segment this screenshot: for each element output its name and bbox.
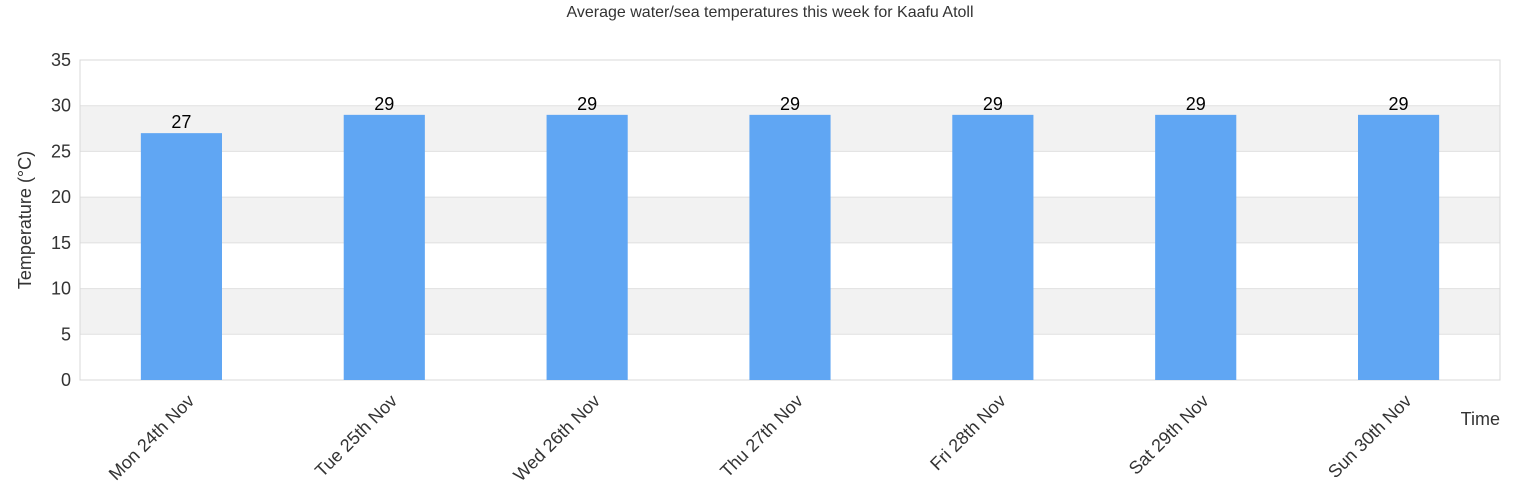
y-tick-label: 25 — [51, 141, 71, 161]
chart-title: Average water/sea temperatures this week… — [566, 4, 973, 21]
x-tick-label: Thu 27th Nov — [716, 391, 807, 482]
bar — [1155, 114, 1237, 380]
y-axis-label: Temperature (°C) — [15, 151, 35, 289]
y-tick-labels: 0 5 10 15 20 25 30 35 — [51, 50, 71, 390]
bar — [952, 114, 1034, 380]
data-label: 29 — [780, 94, 800, 114]
y-tick-label: 5 — [61, 324, 71, 344]
bar — [1358, 114, 1440, 380]
bar — [140, 133, 222, 380]
x-tick-label: Sat 29th Nov — [1125, 391, 1213, 479]
data-label: 29 — [1389, 94, 1409, 114]
y-tick-label: 30 — [51, 96, 71, 116]
x-axis-label: Time — [1461, 409, 1500, 429]
x-tick-labels: Mon 24th Nov Tue 25th Nov Wed 26th Nov Thu … — [105, 391, 1416, 486]
x-tick-label: Tue 25th Nov — [311, 391, 401, 481]
y-tick-label: 0 — [61, 370, 71, 390]
y-tick-label: 10 — [51, 279, 71, 299]
bar — [343, 114, 425, 380]
x-tick-label: Sun 30th Nov — [1324, 391, 1415, 482]
data-label: 29 — [1186, 94, 1206, 114]
y-tick-label: 20 — [51, 187, 71, 207]
x-tick-label: Fri 28th Nov — [926, 391, 1009, 474]
x-tick-label: Mon 24th Nov — [105, 391, 198, 484]
data-label: 29 — [577, 94, 597, 114]
data-labels: 27 29 29 29 29 29 29 — [171, 94, 1408, 132]
bar — [546, 114, 628, 380]
x-tick-label: Wed 26th Nov — [509, 391, 604, 486]
data-label: 27 — [171, 112, 191, 132]
y-tick-label: 35 — [51, 50, 71, 70]
data-label: 29 — [983, 94, 1003, 114]
data-label: 29 — [374, 94, 394, 114]
y-tick-label: 15 — [51, 233, 71, 253]
bars — [140, 114, 1440, 380]
bar — [749, 114, 831, 380]
